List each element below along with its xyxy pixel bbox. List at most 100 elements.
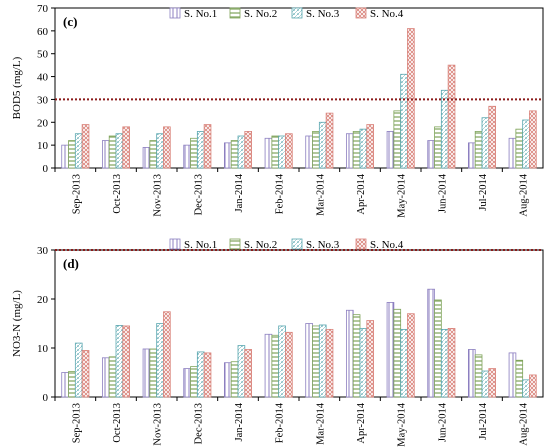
bar-s-no-1 [223,142,232,169]
bar-s-no-3 [522,379,530,398]
bar-s-no-3 [400,73,408,169]
y-tick-label: 20 [37,117,49,129]
bar-s-no-1 [386,302,395,398]
bar-s-no-4 [244,349,253,398]
legend-label: S. No.1 [184,8,217,20]
bar-s-no-3 [481,117,490,169]
bar-s-no-3 [74,133,83,169]
bar-s-no-2 [515,128,524,169]
bar-s-no-1 [427,140,435,169]
bar-s-no-4 [81,350,90,398]
bar-s-no-2 [434,299,442,398]
bar-s-no-1 [345,309,354,398]
bar-s-no-1 [386,131,395,169]
x-tick-label: Dec-2013 [193,174,204,215]
bar-s-no-4 [488,105,496,169]
x-tick-label: Jul-2014 [478,402,489,440]
bar-s-no-4 [447,64,456,169]
legend-swatch [229,7,241,19]
bar-s-no-2 [393,110,402,169]
bar-s-no-4 [163,311,171,398]
bar-s-no-2 [108,356,117,398]
bar-s-no-1 [467,349,476,398]
y-tick-label: 10 [37,343,49,355]
bar-s-no-1 [61,144,69,169]
y-tick-label: 0 [43,392,49,404]
bar-s-no-4 [529,374,537,398]
bar-s-no-3 [196,351,205,398]
bar-s-no-4 [407,28,415,169]
bar-s-no-3 [196,131,205,169]
bar-s-no-3 [522,119,530,169]
x-tick-label: May-2014 [397,173,408,217]
bar-s-no-2 [149,140,158,169]
bar-s-no-2 [108,135,117,169]
y-tick-label: 10 [37,140,49,152]
x-tick-label: Aug-2014 [519,173,530,216]
bar-s-no-2 [312,325,320,398]
bar-s-no-2 [352,314,361,398]
nitrate-chart: 0 10 20 30 Sep-2013 Oct-2013 Nov-2013 Dec-2013 J… [11,238,544,447]
bar-s-no-3 [440,328,449,398]
x-tick-label: Sep-2013 [71,174,82,214]
x-tick-label: Feb-2014 [275,402,286,443]
x-tick-label: Jan-2014 [234,173,245,212]
x-tick-label: Jan-2014 [234,402,245,441]
bar-s-no-1 [305,323,313,398]
legend-label: S. No.4 [370,8,404,20]
bar-s-no-1 [61,372,69,398]
legend-swatch [291,7,303,19]
bar-s-no-3 [74,342,83,398]
x-tick-label: Aug-2014 [519,402,530,445]
bar-s-no-2 [474,131,483,169]
legend-swatch [355,7,367,19]
bar-s-no-1 [508,352,517,398]
panel-label: (c) [63,14,77,29]
panel-label: (d) [63,256,79,271]
bar-s-no-2 [271,334,280,398]
bar-s-no-4 [325,112,334,169]
x-tick-label: Dec-2013 [193,403,204,444]
bar-s-no-2 [149,348,158,398]
bar-s-no-3 [318,324,327,398]
bar-s-no-2 [434,126,442,169]
y-axis-label: BOD5 (mg/L) [11,56,23,119]
legend-label: S. No.2 [244,8,277,20]
bar-s-no-4 [285,331,293,398]
bar-s-no-3 [278,135,286,169]
bar-s-no-4 [203,352,212,398]
legend-swatch [355,238,367,250]
bar-s-no-1 [264,137,273,169]
bar-s-no-4 [244,131,253,169]
bar-s-no-2 [352,131,361,169]
legend-label: S. No.3 [306,239,340,251]
bar-s-no-3 [237,345,246,398]
bar-s-no-3 [278,325,286,398]
bar-s-no-3 [237,135,246,169]
bar-s-no-4 [366,124,374,169]
legend-swatch [169,7,181,19]
x-tick-label: Oct-2013 [112,174,123,214]
y-tick-label: 40 [37,72,49,84]
bar-s-no-1 [142,147,151,169]
y-tick-label: 70 [37,3,49,15]
bar-s-no-2 [190,137,198,169]
y-axis-label: NO3-N (mg/L) [11,290,23,357]
y-tick-label: 20 [37,294,49,306]
bar-s-no-3 [318,121,327,169]
x-tick-label: Jun-2014 [437,173,448,213]
bar-s-no-4 [325,328,334,398]
bar-s-no-4 [285,133,293,169]
bar-s-no-2 [393,308,402,398]
bar-s-no-3 [400,328,408,398]
bar-s-no-1 [427,288,435,398]
bar-s-no-2 [230,140,239,169]
bar-s-no-4 [81,124,90,169]
bar-s-no-4 [407,313,415,398]
x-tick-label: Nov-2013 [153,174,164,217]
bar-s-no-1 [305,135,313,169]
bar-s-no-2 [312,131,320,169]
x-tick-label: Apr-2014 [356,173,367,214]
bar-s-no-3 [481,370,490,398]
